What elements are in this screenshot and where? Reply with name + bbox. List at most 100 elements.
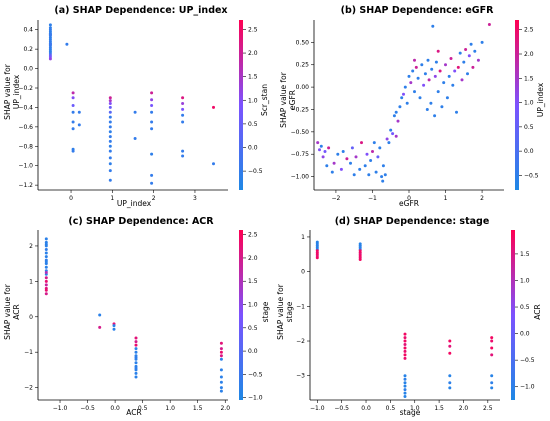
panel-a-data-point (108, 130, 112, 134)
panel-b-data-point (413, 58, 416, 62)
panel-d-x-tick-label: 1.0 (410, 405, 420, 412)
panel-d-x-tick-label: 2.0 (459, 405, 469, 412)
panel-d-colorbar (511, 230, 515, 400)
panel-b-colorbar-tick-label: −0.5 (524, 172, 539, 179)
panel-d-data-point (448, 344, 452, 348)
panel-b-x-tick-label: 2 (480, 195, 484, 202)
panel-b-data-point (336, 152, 340, 156)
panel-a-data-point (150, 91, 154, 95)
panel-a-ylabel-line2: UP_index (12, 74, 21, 109)
panel-b-plot: −2 −1 0 1 2 0.50 0.25 0.00 −0.25 −0.50 −0.75 −1.00 2… (291, 20, 539, 202)
panel-a-colorbar-tick-label: 0.0 (248, 145, 258, 152)
panel-c-data-point (44, 288, 48, 292)
panel-b-data-point (422, 83, 426, 87)
panel-a-ylabel-line1: SHAP value for (3, 63, 12, 120)
panel-a-data-point (71, 110, 75, 114)
panel-b-data-point (365, 152, 369, 156)
panel-b-data-point (442, 81, 446, 85)
panel-d-title: (d) SHAP Dependence: stage (335, 216, 490, 227)
panel-d-colorbar-tick-label: −0.5 (520, 357, 535, 364)
panel-d-data-point (403, 377, 407, 381)
panel-c-x-tick-label: 1.0 (165, 405, 175, 412)
panel-c-xlabel: ACR (126, 408, 141, 417)
panel-a-y-tick-label: −0.4 (18, 104, 33, 111)
panel-b-data-point (394, 110, 398, 114)
panel-b-data-point (436, 49, 440, 53)
panel-a-plot: 0 1 2 3 0.4 0.2 0.0 −0.2 −0.4 −0.6 −0.8 −1.0 −1.2 2.5… (18, 20, 263, 202)
panel-b-data-point (403, 85, 407, 89)
panel-d-x-tick-label: −1.0 (310, 405, 325, 412)
panel-c-plot: −1.0 −0.5 0.0 0.5 1.0 1.5 2.0 2 1 0 −1 −2 2.5 2.0 1.5 1… (24, 230, 263, 412)
panel-c-data-point (219, 389, 223, 393)
panel-b-x-tick-label: −1 (368, 195, 377, 202)
panel-a-data-point (108, 115, 112, 119)
panel-b-data-point (325, 164, 329, 168)
panel-c-colorbar-tick-label: 0.0 (248, 348, 258, 355)
panel-b-data-point (380, 175, 384, 179)
panel-b-data-point (350, 146, 354, 150)
panel-a-colorbar-label: Scr_stan (260, 84, 269, 116)
panel-d-data-point (448, 381, 452, 385)
panel-b-data-point (360, 141, 363, 145)
panel-a-x-tick-label: 2 (152, 195, 156, 202)
panel-d-data-point (403, 346, 407, 350)
panel-a-data-point (71, 149, 75, 153)
panel-b-data-point (339, 167, 343, 171)
panel-c-ylabel-line1: SHAP value for (3, 283, 12, 340)
panel-b-data-point (358, 167, 362, 171)
panel-d-data-point (403, 384, 407, 388)
panel-c-data-point (134, 361, 138, 365)
panel-b-y-tick-label: −1.00 (291, 174, 310, 181)
panel-b-data-point (453, 69, 457, 73)
panel-a-data-point (108, 96, 112, 100)
panel-c-colorbar-tick-label: 1.0 (248, 302, 258, 309)
panel-d-data-point (490, 353, 494, 357)
panel-c-colorbar-tick-label: −0.5 (248, 371, 263, 378)
panel-d-ylabel-line2: stage (285, 301, 294, 322)
panel-d-data-point (403, 388, 407, 392)
panel-a-colorbar-tick-label: 1.0 (248, 97, 258, 104)
panel-d-data-point (490, 381, 494, 385)
panel-a-colorbar-tick-label: 0.5 (248, 121, 258, 128)
panel-b-data-point (423, 72, 427, 76)
panel-b-x-tick-label: 0 (407, 195, 411, 202)
panel-b-data-point (407, 74, 411, 78)
panel-b-data-point (413, 90, 416, 94)
panel-d-data-point (315, 256, 319, 260)
panel-b-data-point (416, 76, 420, 80)
panel-b-data-point (444, 63, 447, 67)
panel-b-colorbar-tick-label: 0.0 (524, 148, 534, 155)
panel-b-data-point (349, 161, 352, 165)
panel-b-data-point (426, 58, 430, 62)
panel-c-x-tick-label: 1.5 (193, 405, 203, 412)
panel-a-colorbar (239, 20, 243, 190)
panel-b-data-point (445, 96, 449, 100)
panel-c-colorbar-tick-label: −1.0 (248, 395, 263, 402)
panel-b-data-point (341, 150, 345, 153)
panel-a-colorbar-tick-label: −0.5 (248, 168, 263, 175)
panel-d-colorbar-tick-label: 0.0 (520, 331, 530, 338)
panel-d-colorbar-tick-label: 1.5 (520, 251, 530, 258)
panel-c-y-tick-label: 2 (29, 243, 33, 250)
panel-b-data-point (321, 155, 325, 159)
panel-b-data-point (466, 72, 469, 76)
panel-d-data-point (403, 349, 407, 353)
panel-c-x-tick-label: 0.5 (138, 405, 148, 412)
panel-b-data-point (456, 65, 460, 69)
panel-b-data-point (398, 105, 402, 109)
panel-a-data-point (108, 144, 112, 148)
panel-c-title: (c) SHAP Dependence: ACR (68, 216, 214, 227)
panel-b-data-point (464, 48, 468, 51)
panel-a-data-point (48, 33, 52, 37)
panel-b-data-point (436, 90, 440, 94)
panel-c-colorbar-tick-label: 0.5 (248, 325, 258, 332)
panel-d-colorbar-tick-label: −1.0 (520, 384, 535, 391)
panel-c-colorbar-label: stage (261, 301, 270, 322)
panel-a-data-point (71, 91, 75, 95)
panel-b-data-point (471, 65, 475, 69)
panel-a-data-point (181, 102, 185, 105)
panel-d-data-point (490, 346, 494, 350)
panel-b-data-point (354, 155, 358, 159)
panel-d-data-point (403, 391, 407, 395)
